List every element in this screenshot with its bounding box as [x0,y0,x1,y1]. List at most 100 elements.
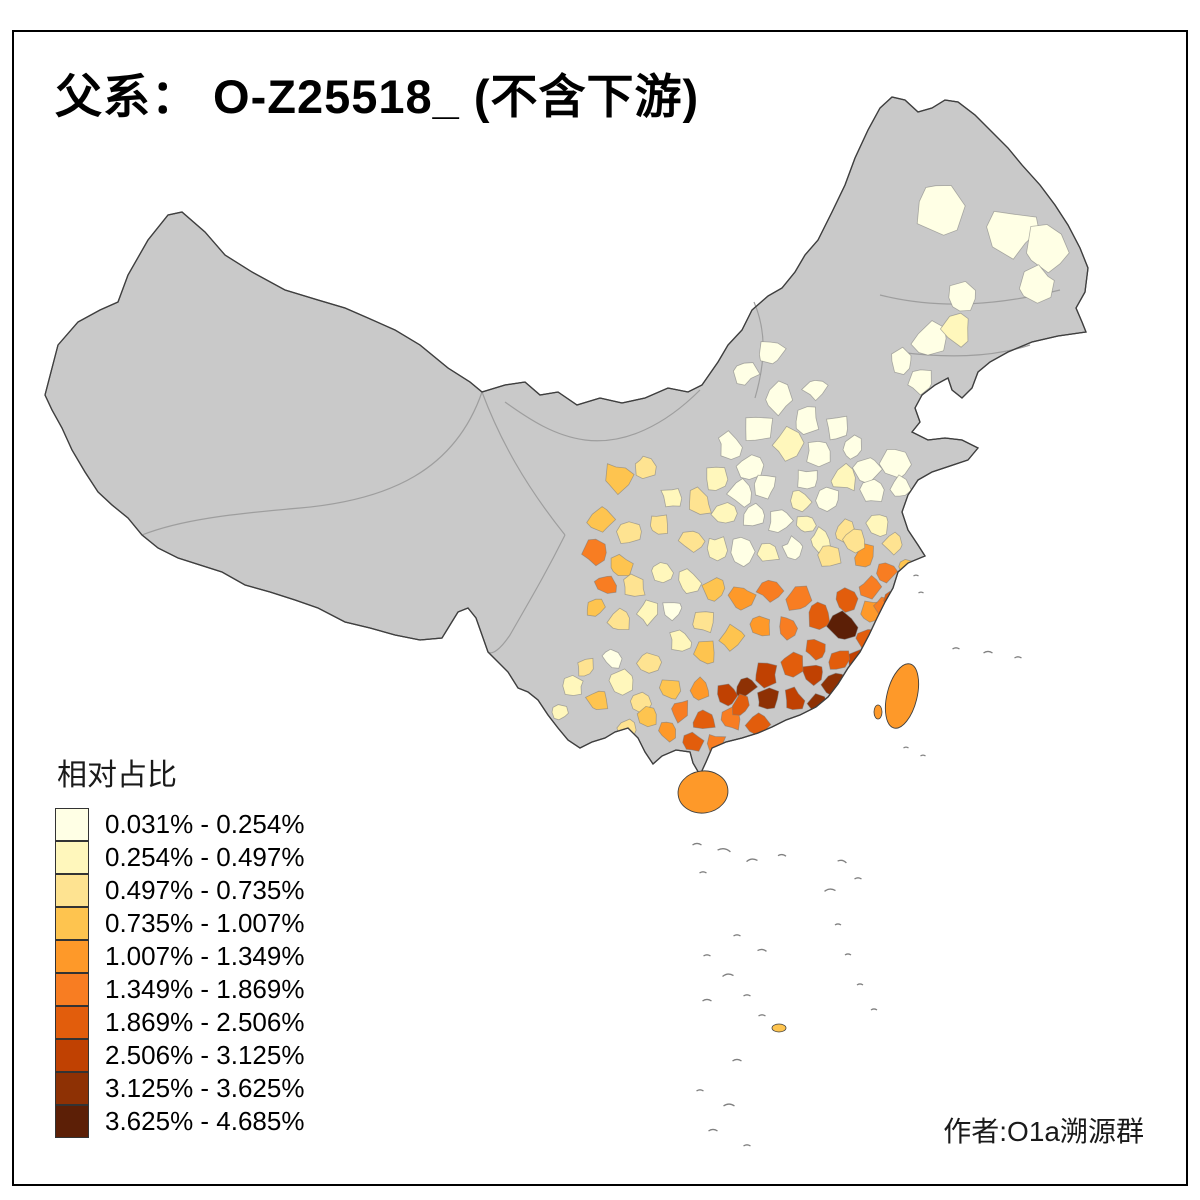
sea-islet [983,650,993,654]
prefecture-region [749,615,771,637]
legend-swatch [55,907,89,940]
prefecture-region [718,430,743,460]
legend-swatch [55,1039,89,1072]
sea-islet [746,858,758,863]
sea-islet [703,954,711,957]
prefecture-region [610,553,634,577]
prefecture-region [608,668,634,696]
prefecture-region [682,731,705,752]
prefecture-region [693,640,715,665]
sea-islet [844,953,852,956]
prefecture-region [658,721,677,743]
prefecture-region [784,686,806,711]
prefecture-region [842,528,866,554]
prefecture-region [907,369,932,396]
legend-row: 1.869% - 2.506% [55,1006,304,1039]
prefecture-region [735,677,759,699]
prefecture-region [832,696,852,720]
prefecture-region [781,535,804,561]
prefecture-region [859,478,885,502]
prefecture-region [806,440,831,468]
sea-islet [913,574,919,577]
sea-islet [708,1128,718,1132]
sea-islet [696,1089,704,1092]
legend-swatch [55,841,89,874]
taiwan-island [884,663,920,729]
prefecture-region [601,648,623,669]
legend-row: 0.735% - 1.007% [55,907,304,940]
prefecture-region [755,662,778,689]
sea-islet [743,1144,751,1147]
sea-islet [856,983,864,986]
prefecture-region [756,542,780,562]
prefecture-region [662,602,683,622]
legend-swatch [55,874,89,907]
prefecture-region [605,463,635,496]
prefecture-region [742,502,765,527]
prefecture-region [669,629,693,652]
prefecture-region [660,488,683,508]
prefecture-region [830,462,856,492]
sea-islet [824,888,836,892]
prefecture-region [817,545,842,567]
legend-label: 3.625% - 4.685% [105,1106,305,1136]
prefecture-region [678,568,703,594]
sea-islet [903,746,909,749]
prefecture-region [586,506,617,533]
south-china-sea-islets [692,574,1022,1147]
legend-label: 1.007% - 1.349% [105,941,305,971]
prefecture-region [634,455,657,480]
legend-swatch [55,808,89,841]
prefecture-region [815,486,840,512]
prefecture-region [677,530,706,553]
legend-swatch [55,973,89,1006]
prefecture-region [717,683,739,707]
prefecture-region [551,704,569,721]
prefecture-region [779,616,799,641]
prefecture-region [910,320,947,356]
sea-islet [743,994,751,997]
sea-islet [837,859,847,864]
prefecture-region [635,599,658,627]
legend-label: 1.349% - 1.869% [105,974,305,1004]
prefecture-region [765,380,794,417]
legend-rows: 0.031% - 0.254% 0.254% - 0.497% 0.497% - 0… [55,808,304,1138]
legend-row: 0.497% - 0.735% [55,874,304,907]
legend-label: 3.125% - 3.625% [105,1073,305,1103]
legend-row: 0.031% - 0.254% [55,808,304,841]
prefecture-region [852,696,870,717]
prefecture-region [826,415,848,441]
prefecture-region [689,676,710,701]
prefecture-region [758,341,787,365]
prefecture-region [785,585,813,611]
prefecture-region [727,586,757,611]
prefecture-region [718,623,746,652]
prefecture-region [630,374,649,395]
prefecture-region [796,515,817,533]
legend-label: 0.497% - 0.735% [105,875,305,905]
prefecture-region [889,474,912,497]
prefecture-region [680,311,721,347]
prefecture-region [586,598,606,617]
prefecture-region [710,502,738,524]
prefecture-region [768,509,794,533]
prefecture-region [636,705,657,728]
prefecture-region [771,425,805,462]
sea-islet [952,647,960,650]
prefecture-region [847,649,869,674]
prefecture-region [623,573,646,597]
legend-row: 3.625% - 4.685% [55,1105,304,1138]
legend-swatch [55,1006,89,1039]
prefecture-region [593,575,617,594]
prefecture-region [755,579,785,603]
prefecture-region [606,607,630,631]
sea-islet [1014,656,1022,659]
attribution: 作者:O1a溯源群 [943,1116,1144,1147]
prefecture-region [891,346,912,375]
legend-row: 3.125% - 3.625% [55,1072,304,1105]
legend-label: 0.254% - 0.497% [105,842,305,872]
sea-islet [757,948,767,952]
sea-islet [699,871,707,874]
prefecture-region [939,312,969,348]
